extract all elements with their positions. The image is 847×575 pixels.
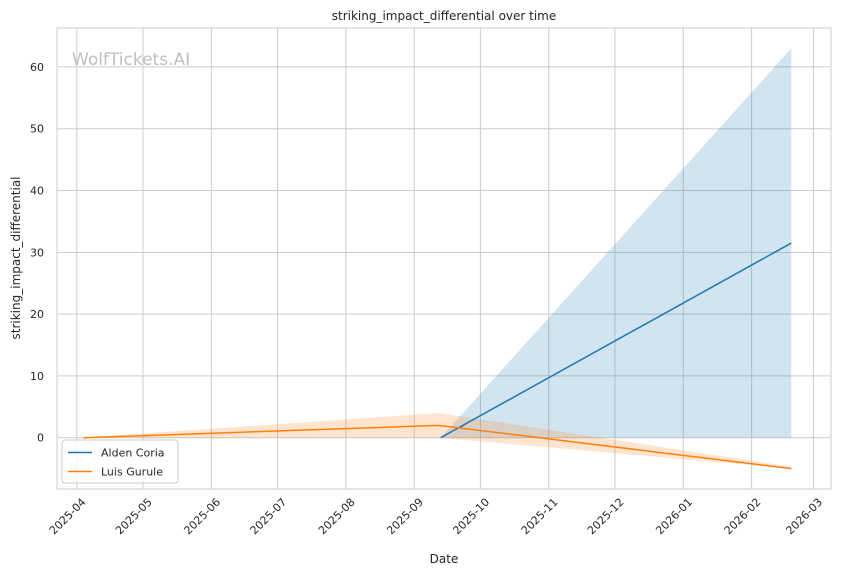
y-tick-label: 50	[30, 123, 44, 136]
x-tick-label: 2026-03	[783, 496, 825, 538]
y-axis-title: striking_impact_differential	[9, 176, 23, 339]
x-tick-label: 2025-05	[113, 496, 155, 538]
x-tick-label: 2026-02	[722, 496, 764, 538]
plot-frame	[56, 27, 832, 490]
x-tick-label: 2025-08	[316, 496, 358, 538]
x-tick-labels: 2025-04 2025-05 2025-06 2025-07 2025-08 2025-…	[47, 496, 825, 538]
x-axis-title: Date	[430, 552, 459, 566]
confidence-bands	[83, 48, 792, 469]
x-tick-label: 2025-12	[585, 496, 627, 538]
x-tick-label: 2025-09	[384, 496, 426, 538]
y-tick-label: 10	[30, 370, 44, 383]
x-tick-label: 2025-07	[248, 496, 290, 538]
legend-label-alden-coria: Alden Coria	[101, 447, 165, 460]
watermark: WolfTickets.AI	[72, 50, 190, 70]
legend-label-luis-gurule: Luis Gurule	[101, 466, 163, 479]
y-tick-label: 20	[30, 308, 44, 321]
series-lines	[83, 242, 792, 470]
line-alden-coria	[440, 242, 792, 439]
y-tick-label: 30	[30, 246, 44, 259]
x-tick-label: 2025-04	[47, 496, 89, 538]
line-luis-gurule	[83, 424, 792, 470]
band-alden-coria	[440, 48, 792, 438]
chart-title: striking_impact_differential over time	[332, 9, 557, 23]
plot-background	[57, 28, 831, 489]
x-tick-label: 2025-11	[519, 496, 561, 538]
x-tick-label: 2025-06	[181, 496, 223, 538]
y-tick-label: 40	[30, 185, 44, 198]
grid	[57, 28, 831, 489]
y-tick-label: 60	[30, 61, 44, 74]
y-tick-label: 0	[37, 432, 44, 445]
band-luis-gurule	[83, 412, 792, 469]
y-tick-labels: 0 10 20 30 40 50 60	[30, 61, 44, 445]
x-tick-label: 2026-01	[653, 496, 695, 538]
legend: Alden Coria Luis Gurule	[61, 439, 179, 484]
x-tick-label: 2025-10	[450, 496, 492, 538]
